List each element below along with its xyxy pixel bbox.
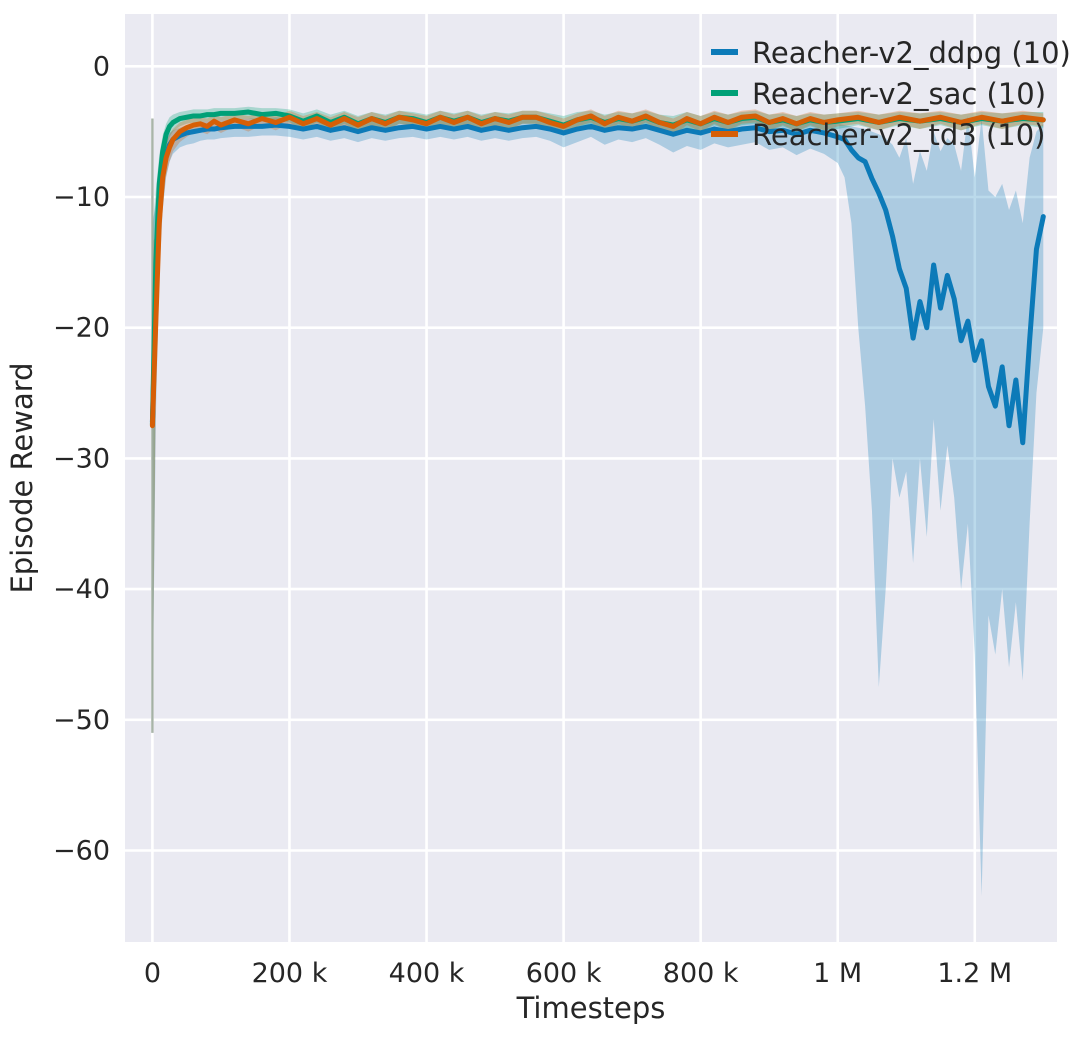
legend-label: Reacher-v2_td3 (10)	[752, 118, 1045, 152]
legend-label: Reacher-v2_sac (10)	[752, 77, 1046, 111]
y-tick-label: −50	[53, 705, 110, 736]
y-axis-title: Episode Reward	[5, 362, 39, 593]
x-tick-label: 1 M	[813, 958, 862, 989]
x-tick-label: 600 k	[526, 958, 602, 989]
x-tick-labels: 0 200 k 400 k 600 k 800 k 1 M 1.2 M	[144, 958, 1012, 989]
x-axis-title: Timesteps	[516, 991, 666, 1025]
x-tick-label: 200 k	[252, 958, 328, 989]
x-tick-label: 0	[144, 958, 161, 989]
y-tick-label: −10	[53, 182, 110, 213]
y-tick-label: −20	[53, 313, 110, 344]
legend: Reacher-v2_ddpg (10) Reacher-v2_sac (10) R…	[711, 36, 1071, 152]
confidence-bands	[152, 106, 1044, 897]
x-tick-label: 1.2 M	[937, 958, 1012, 989]
y-tick-label: −40	[53, 574, 110, 605]
x-tick-label: 400 k	[389, 958, 465, 989]
y-tick-label: −60	[53, 836, 110, 867]
y-tick-label: 0	[93, 51, 110, 82]
legend-label: Reacher-v2_ddpg (10)	[752, 36, 1071, 70]
y-tick-label: −30	[53, 443, 110, 474]
y-tick-labels: 0 −10 −20 −30 −40 −50 −60	[53, 51, 110, 866]
x-tick-label: 800 k	[663, 958, 739, 989]
axes-background	[125, 14, 1057, 942]
series-lines	[149, 109, 1046, 446]
